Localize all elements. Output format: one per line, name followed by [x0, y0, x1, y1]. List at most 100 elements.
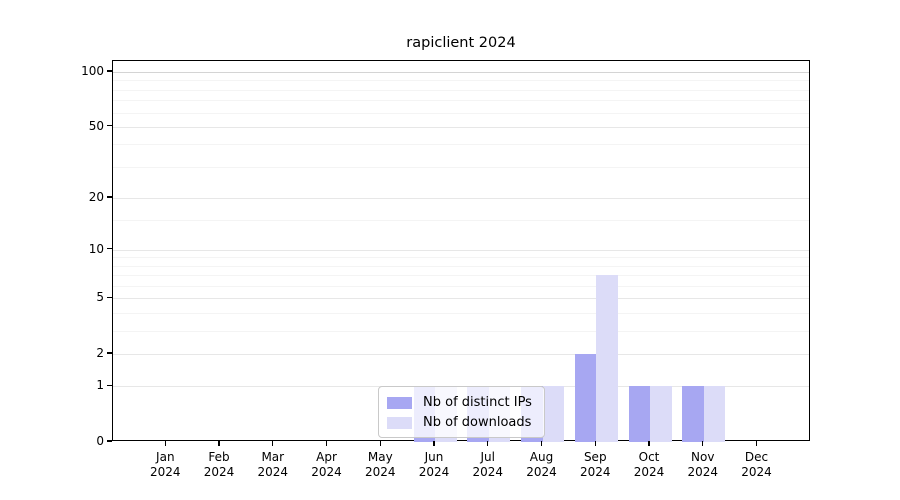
- x-tick-nov: [702, 441, 704, 446]
- x-axis-label-year: 2024: [741, 465, 772, 479]
- legend-entry-distinct-ips: Nb of distinct IPs: [387, 393, 544, 413]
- x-axis-label-jul: Jul 2024: [458, 450, 518, 480]
- x-axis-label-year: 2024: [311, 465, 342, 479]
- x-axis-label-month: May: [367, 450, 393, 464]
- x-axis-label-month: Feb: [208, 450, 230, 464]
- gridline-y-minor-80: [113, 89, 809, 91]
- gridline-y-50: [113, 126, 809, 128]
- y-axis-label-0: 0: [96, 434, 104, 448]
- y-axis-label-20: 20: [88, 189, 104, 204]
- x-axis-label-jun: Jun 2024: [404, 450, 464, 480]
- gridline-y-minor-9: [113, 257, 809, 259]
- x-axis-label-month: Nov: [691, 450, 715, 464]
- bar-distinct-ips-oct: [628, 386, 650, 442]
- y-axis-label-100: 100: [81, 64, 104, 79]
- gridline-y-minor-40: [113, 144, 809, 146]
- gridline-y-minor-7: [113, 275, 809, 277]
- x-axis-label-year: 2024: [203, 465, 235, 479]
- y-axis-label-2: 2: [96, 345, 104, 360]
- x-tick-jan: [164, 441, 166, 446]
- x-tick-sep: [594, 441, 596, 446]
- bar-downloads-nov: [703, 386, 726, 442]
- x-axis-label-year: 2024: [364, 465, 396, 479]
- legend-label-downloads: Nb of downloads: [423, 415, 532, 430]
- gridline-y-minor-6: [113, 286, 809, 288]
- x-tick-aug: [540, 441, 543, 446]
- x-axis-label-dec: Dec 2024: [726, 450, 786, 480]
- x-axis-label-month: Jul: [480, 450, 495, 464]
- gridline-y-minor-15: [113, 219, 809, 221]
- x-axis-label-year: 2024: [472, 465, 504, 479]
- x-tick-may: [379, 441, 381, 446]
- x-axis-label-aug: Aug 2024: [512, 450, 572, 480]
- legend-entry-downloads: Nb of downloads: [387, 413, 544, 433]
- gridline-y-10: [113, 249, 809, 251]
- x-axis-label-year: 2024: [579, 465, 611, 479]
- chart-title: rapiclient 2024: [406, 35, 516, 51]
- bar-downloads-oct: [650, 386, 672, 442]
- x-axis-label-mar: Mar 2024: [243, 450, 303, 480]
- x-axis-label-year: 2024: [687, 465, 719, 479]
- bar-distinct-ips-nov: [682, 386, 704, 442]
- gridline-y-minor-8: [113, 265, 809, 267]
- bar-distinct-ips-sep: [574, 353, 597, 442]
- x-tick-dec: [755, 441, 758, 446]
- x-axis-label-month: Jun: [424, 450, 444, 464]
- x-axis-label-month: Mar: [261, 450, 285, 464]
- x-axis-label-month: Dec: [744, 450, 769, 464]
- x-axis-label-year: 2024: [150, 465, 181, 479]
- x-axis-label-sep: Sep 2024: [565, 450, 625, 480]
- legend-swatch-downloads-icon: [387, 417, 412, 429]
- x-axis-label-year: 2024: [418, 465, 450, 479]
- x-tick-jun: [433, 441, 435, 446]
- x-axis-label-month: Sep: [583, 450, 607, 464]
- x-tick-apr: [325, 441, 328, 446]
- gridline-y-2: [113, 353, 809, 355]
- x-axis-label-nov: Nov 2024: [673, 450, 733, 480]
- x-tick-feb: [218, 441, 220, 446]
- x-axis-label-month: Apr: [316, 450, 337, 464]
- y-axis-label-1: 1: [96, 378, 104, 393]
- gridline-y-minor-4: [113, 313, 809, 314]
- gridline-y-minor-3: [113, 330, 809, 332]
- x-axis-label-apr: Apr 2024: [297, 450, 357, 480]
- plot-area: Nb of distinct IPs Nb of downloads: [112, 60, 810, 442]
- y-tick-10: [107, 248, 112, 250]
- y-tick-1: [107, 384, 112, 387]
- bar-downloads-aug: [542, 386, 564, 442]
- legend-swatch-distinct-ips-icon: [387, 397, 412, 409]
- x-axis-label-year: 2024: [257, 465, 289, 479]
- y-tick-2: [107, 352, 112, 354]
- x-tick-oct: [648, 441, 650, 446]
- gridline-y-minor-90: [113, 80, 809, 82]
- gridline-y-100: [113, 72, 809, 74]
- y-tick-0: [107, 440, 112, 442]
- y-tick-5: [107, 296, 112, 298]
- y-tick-50: [107, 125, 112, 127]
- gridline-y-5: [113, 298, 809, 300]
- legend-label-distinct-ips: Nb of distinct IPs: [423, 395, 532, 410]
- gridline-y-20: [113, 197, 809, 199]
- x-axis-label-oct: Oct 2024: [619, 450, 679, 480]
- x-axis-label-year: 2024: [633, 465, 665, 479]
- y-tick-100: [107, 70, 112, 72]
- x-axis-label-may: May 2024: [350, 450, 410, 480]
- x-axis-label-month: Oct: [638, 450, 660, 464]
- gridline-y-minor-60: [113, 112, 809, 114]
- x-axis-label-feb: Feb 2024: [189, 450, 249, 480]
- x-axis-label-month: Aug: [529, 450, 554, 464]
- x-axis-label-year: 2024: [526, 465, 557, 479]
- y-axis-label-10: 10: [88, 241, 104, 256]
- x-tick-mar: [272, 441, 274, 446]
- gridline-y-minor-70: [113, 100, 809, 102]
- x-axis-label-month: Jan: [156, 450, 175, 464]
- gridline-y-minor-30: [113, 166, 809, 168]
- y-axis-label-50: 50: [88, 118, 104, 133]
- y-tick-20: [107, 196, 112, 198]
- legend: Nb of distinct IPs Nb of downloads: [378, 386, 545, 438]
- x-axis-label-jan: Jan 2024: [135, 450, 195, 480]
- y-axis-label-5: 5: [96, 290, 104, 305]
- x-tick-jul: [487, 441, 489, 446]
- bar-downloads-sep: [596, 275, 618, 442]
